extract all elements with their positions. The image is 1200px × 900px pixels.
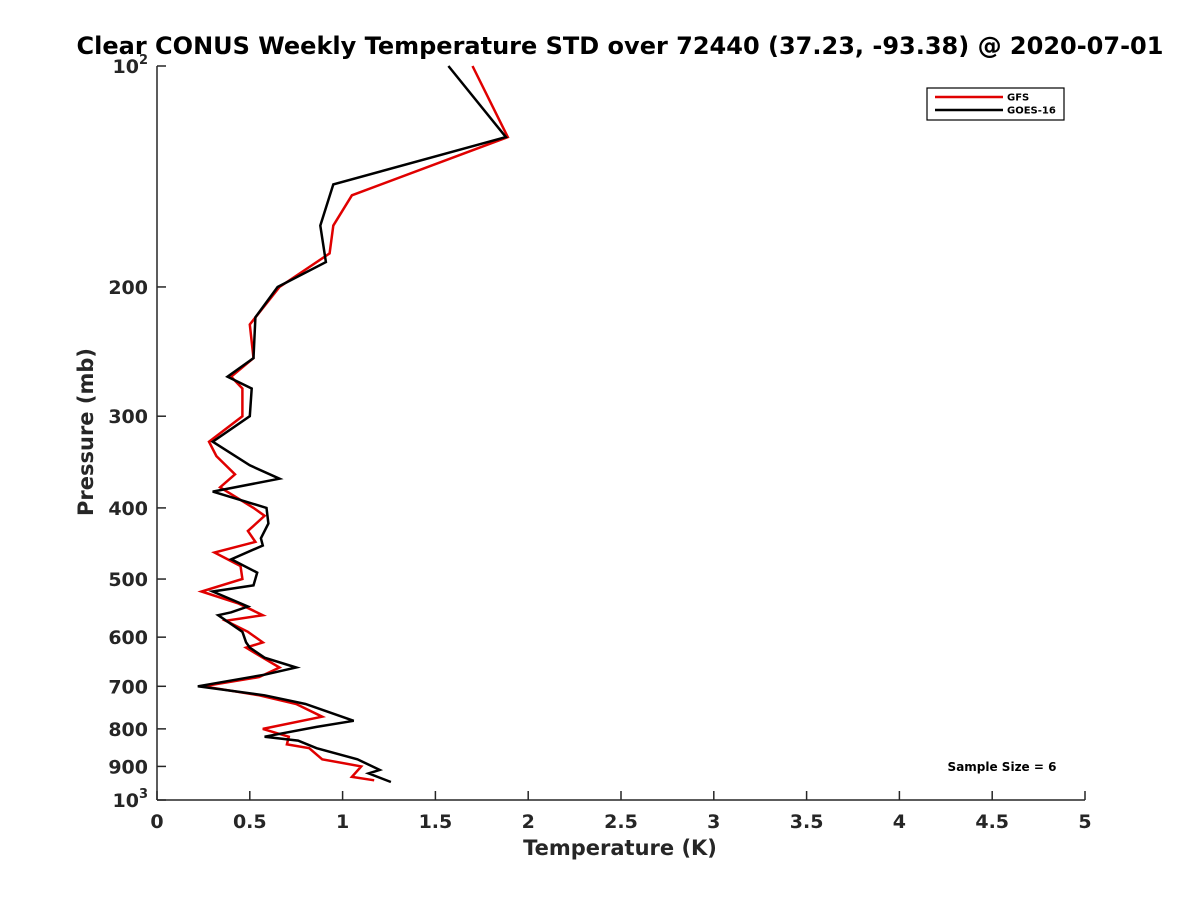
x-tick-label: 2 — [522, 811, 535, 833]
x-tick-label: 5 — [1078, 811, 1091, 833]
y-tick-label: 300 — [108, 406, 148, 428]
y-axis-label: Pressure (mb) — [74, 348, 98, 516]
y-tick-label: 103 — [113, 787, 149, 812]
x-tick-label: 3.5 — [790, 811, 824, 833]
y-tick-label: 200 — [108, 277, 148, 299]
sample-size-annotation: Sample Size = 6 — [948, 760, 1057, 774]
x-tick-label: 2.5 — [604, 811, 638, 833]
y-tick-label: 700 — [108, 676, 148, 698]
legend-box — [926, 87, 1065, 121]
x-tick-label: 4.5 — [975, 811, 1009, 833]
x-tick-label: 0.5 — [233, 811, 267, 833]
x-tick-label: 1 — [336, 811, 349, 833]
y-tick-label: 400 — [108, 498, 148, 520]
series-line-gfs — [197, 65, 510, 782]
legend: GFS GOES-16 — [926, 87, 1065, 121]
x-tick-label: 3 — [707, 811, 720, 833]
series-line-goes-16 — [197, 65, 509, 784]
y-tick-label: 102 — [113, 53, 149, 78]
x-tick-label: 1.5 — [419, 811, 453, 833]
y-tick-label: 900 — [108, 756, 148, 778]
plot-area: 0 0.5 1 1.5 2 2.5 3 3.5 4 4.5 5 102 200 300 400 500 600 7… — [108, 53, 1091, 833]
y-tick-label: 800 — [108, 719, 148, 741]
x-tick-label: 0 — [150, 811, 163, 833]
y-tick-label: 600 — [108, 627, 148, 649]
x-tick-label: 4 — [893, 811, 906, 833]
legend-label-goes-16: GOES-16 — [1007, 106, 1056, 117]
y-tick-label: 500 — [108, 569, 148, 591]
legend-label-gfs: GFS — [1007, 93, 1029, 104]
chart-title: Clear CONUS Weekly Temperature STD over … — [77, 32, 1164, 60]
x-axis-label: Temperature (K) — [523, 836, 717, 860]
